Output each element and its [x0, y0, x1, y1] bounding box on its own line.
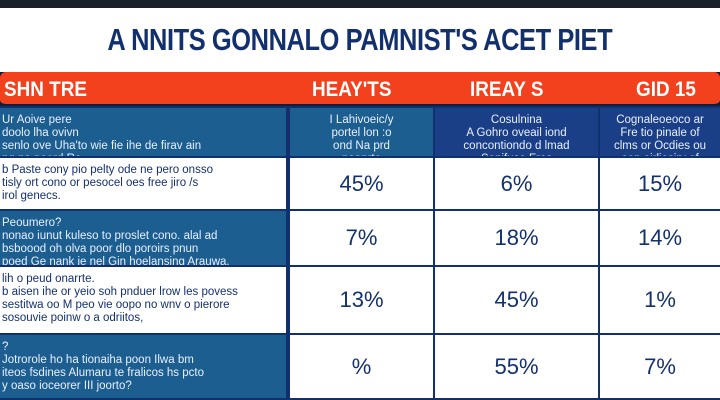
value-cell: 13%	[288, 265, 435, 335]
value-cell: %	[288, 333, 435, 400]
header-description-cell: Cosulnina A Gohro oveail iond concontion…	[433, 106, 600, 158]
title-banner: A NNITS GONNALO PAMNIST'S ACET PIET	[0, 8, 720, 72]
value-cell: 45%	[433, 265, 600, 335]
value-cell: 55%	[433, 333, 600, 400]
value-cell: 7%	[288, 209, 435, 267]
row-label-cell: b Paste cony pio pelty ode ne pero onsso…	[0, 156, 288, 211]
header-col-2: HEAY'TS	[312, 78, 392, 101]
top-bar	[0, 0, 720, 8]
header-description-cell: Cognaleoeoco ar Fre tio pinale of clms o…	[598, 106, 720, 158]
page-title: A NNITS GONNALO PAMNIST'S ACET PIET	[107, 22, 613, 57]
row-label-cell: ? Jotrorole ho ha tionaiha poon Ilwa bm …	[0, 333, 288, 400]
value-cell: 7%	[598, 333, 720, 400]
header-description-cell: I Lahivoeic/y portel lon :o ond Na prd p…	[288, 106, 435, 158]
header-description-cell: Ur Aoive pere doolo lha ovivn senlo ove …	[0, 106, 288, 158]
header-col-4: GID 15	[636, 78, 696, 101]
value-cell: 6%	[433, 156, 600, 211]
value-cell: 1%	[598, 265, 720, 335]
value-cell: 18%	[433, 209, 600, 267]
header-col-1: SHN TRE	[4, 78, 87, 101]
value-cell: 14%	[598, 209, 720, 267]
value-cell: 45%	[288, 156, 435, 211]
row-label-cell: Peoumero? nonao iunut kuleso to proslet …	[0, 209, 288, 267]
value-cell: 15%	[598, 156, 720, 211]
table-header: SHN TRE HEAY'TS IREAY S GID 15	[0, 72, 720, 106]
header-col-3: IREAY S	[470, 78, 544, 101]
row-label-cell: lih o peud onarrte. b aisen ihe or yeio …	[0, 265, 288, 335]
